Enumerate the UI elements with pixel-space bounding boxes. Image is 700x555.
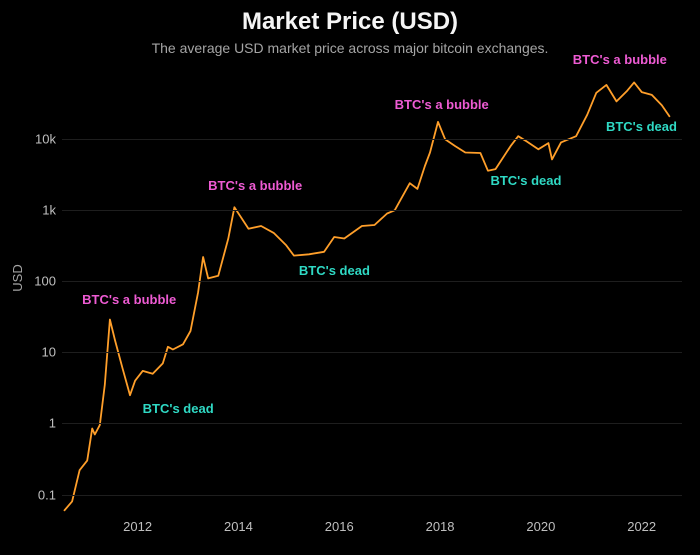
chart-title: Market Price (USD) [0, 8, 700, 36]
annotation: BTC's a bubble [395, 97, 489, 112]
x-tick-label: 2016 [325, 519, 354, 534]
x-tick-label: 2014 [224, 519, 253, 534]
x-tick-label: 2022 [627, 519, 656, 534]
y-tick-label: 1k [20, 203, 56, 218]
annotation: BTC's dead [299, 263, 370, 278]
y-tick-label: 100 [20, 274, 56, 289]
x-tick-label: 2018 [426, 519, 455, 534]
y-tick-label: 10k [20, 132, 56, 147]
annotation: BTC's a bubble [573, 52, 667, 67]
annotation: BTC's dead [490, 173, 561, 188]
y-gridline [62, 352, 682, 353]
y-gridline [62, 281, 682, 282]
annotation: BTC's dead [143, 401, 214, 416]
y-gridline [62, 495, 682, 496]
y-gridline [62, 210, 682, 211]
y-tick-label: 10 [20, 345, 56, 360]
y-tick-label: 0.1 [20, 487, 56, 502]
y-tick-label: 1 [20, 416, 56, 431]
annotation: BTC's a bubble [208, 178, 302, 193]
x-tick-label: 2020 [526, 519, 555, 534]
price-chart: Market Price (USD) The average USD marke… [0, 0, 700, 555]
annotation: BTC's a bubble [82, 292, 176, 307]
x-tick-label: 2012 [123, 519, 152, 534]
plot-area: 0.11101001k10k201220142016201820202022BT… [62, 75, 682, 513]
y-gridline [62, 139, 682, 140]
annotation: BTC's dead [606, 119, 677, 134]
y-gridline [62, 423, 682, 424]
